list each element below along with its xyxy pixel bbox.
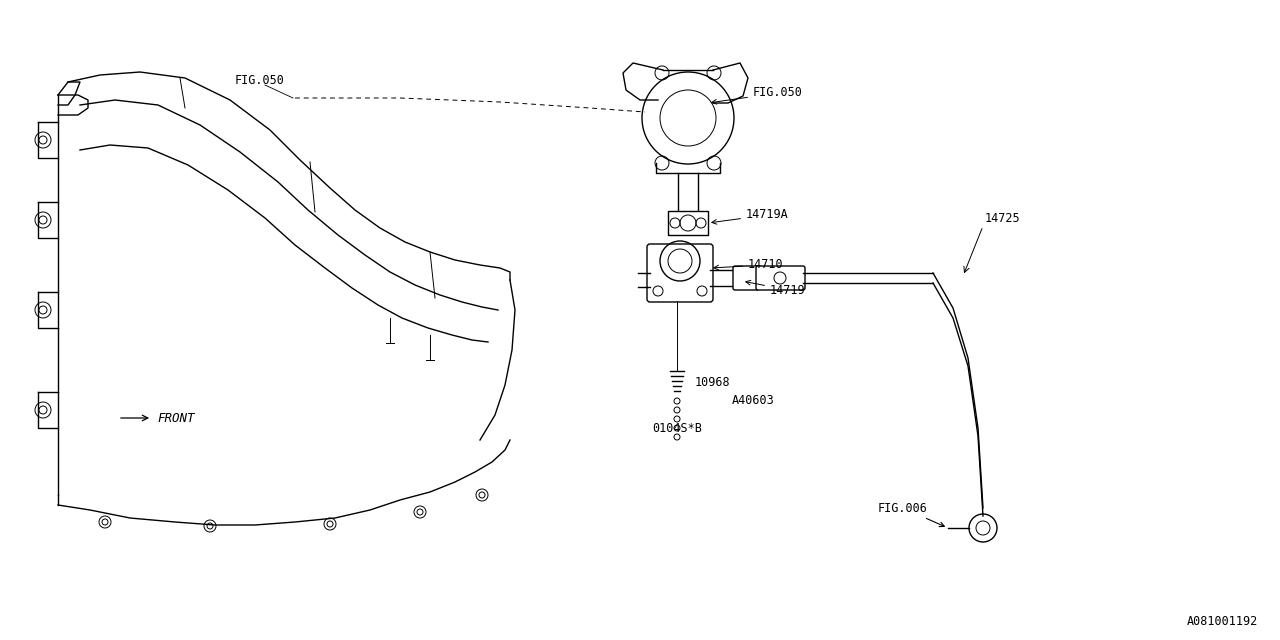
Text: FIG.006: FIG.006	[878, 502, 945, 527]
Text: 10968: 10968	[695, 376, 731, 390]
Circle shape	[38, 216, 47, 224]
Text: FIG.050: FIG.050	[712, 86, 803, 104]
Circle shape	[38, 136, 47, 144]
Text: 14719A: 14719A	[712, 209, 788, 224]
Text: 14710: 14710	[714, 259, 783, 271]
Text: A081001192: A081001192	[1187, 615, 1258, 628]
Circle shape	[38, 306, 47, 314]
Circle shape	[38, 406, 47, 414]
Text: FIG.050: FIG.050	[236, 74, 285, 86]
Text: 14725: 14725	[986, 211, 1020, 225]
FancyBboxPatch shape	[646, 244, 713, 302]
FancyBboxPatch shape	[733, 266, 759, 290]
FancyBboxPatch shape	[756, 266, 805, 290]
FancyBboxPatch shape	[668, 211, 708, 235]
Text: FRONT: FRONT	[157, 412, 195, 424]
Text: 0104S*B: 0104S*B	[652, 422, 701, 435]
Text: 14719: 14719	[746, 280, 805, 296]
Text: A40603: A40603	[732, 394, 774, 408]
